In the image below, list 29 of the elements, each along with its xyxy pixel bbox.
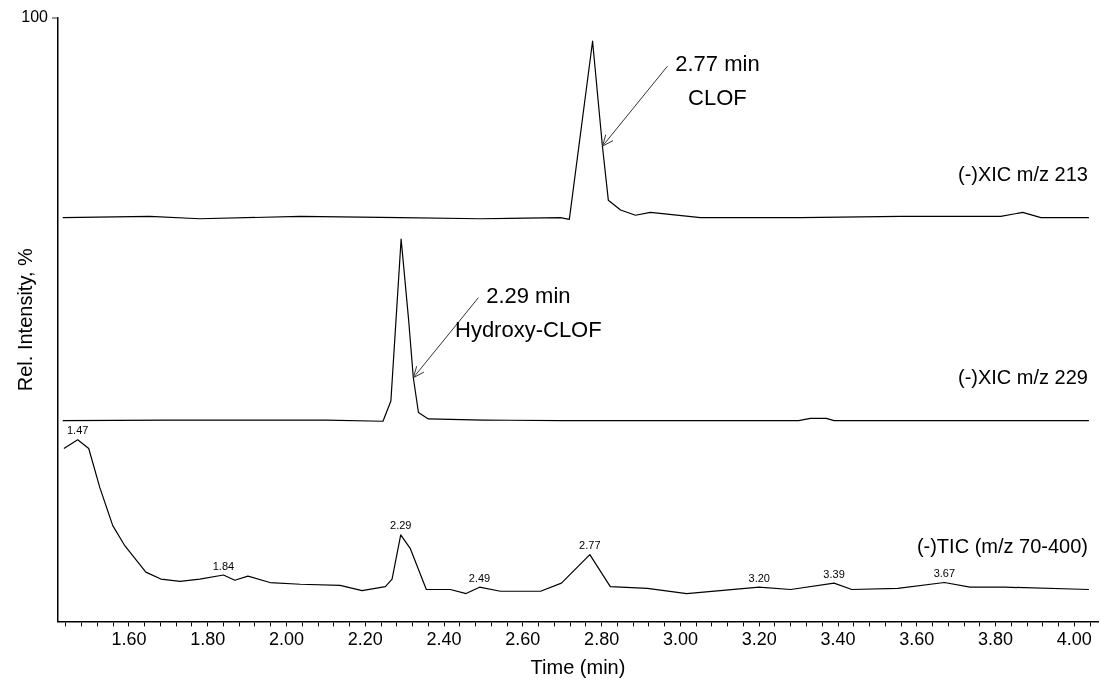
x-tick-label: 4.00 xyxy=(1056,629,1092,650)
annotation: 1.47 xyxy=(66,424,89,437)
x-tick-label: 1.80 xyxy=(190,629,226,650)
x-tick-label: 3.20 xyxy=(741,629,777,650)
annotation: 2.29 min Hydroxy-CLOF xyxy=(454,282,602,342)
x-axis-title: Time (min) xyxy=(530,655,626,678)
x-tick-label: 3.60 xyxy=(899,629,935,650)
text: 100 xyxy=(21,8,49,26)
x-tick-label: 2.00 xyxy=(268,629,305,650)
x-tick-label: 3.00 xyxy=(662,629,698,650)
x-tick-label: 3.80 xyxy=(978,629,1014,650)
x-tick-label: 2.80 xyxy=(584,629,620,650)
series-label: (-)XIC m/z 213 xyxy=(957,163,1088,186)
annotation: 2.77 min CLOF xyxy=(675,51,760,111)
annotation: 2.77 xyxy=(579,539,601,552)
annotation: 3.39 xyxy=(823,567,845,580)
annotation: 3.20 xyxy=(748,571,770,584)
x-tick-label: 1.60 xyxy=(111,629,147,650)
annotation: 1.84 xyxy=(212,559,235,572)
series-label: (-)XIC m/z 229 xyxy=(957,366,1088,389)
x-tick-label: 2.40 xyxy=(426,629,462,650)
y-axis-title: Rel. Intensity, % xyxy=(13,247,36,392)
x-tick-label: 2.20 xyxy=(347,629,383,650)
annotation: 3.67 xyxy=(933,567,956,580)
annotation: 2.29 xyxy=(390,519,412,532)
x-tick-label: 2.60 xyxy=(505,629,541,650)
annotation: 2.49 xyxy=(468,571,491,584)
x-tick-label: 3.40 xyxy=(820,629,856,650)
series-label: (-)TIC (m/z 70-400) xyxy=(916,535,1088,558)
